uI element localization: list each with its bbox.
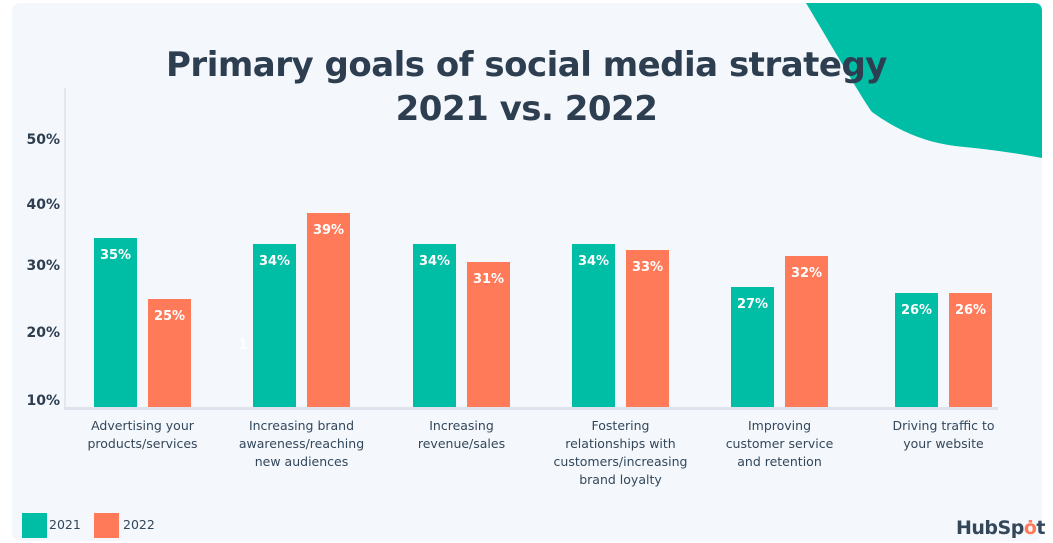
x-category-label-line: products/services xyxy=(87,436,198,451)
bar-value-label: 35% xyxy=(99,248,132,263)
x-category-label-line: awareness/reaching xyxy=(238,436,365,451)
x-category-label-line: revenue/sales xyxy=(417,436,506,451)
bar-2021-0 xyxy=(94,238,137,408)
logo-text-prefix: HubSp xyxy=(956,517,1024,539)
bar-value-label: 32% xyxy=(790,266,823,281)
x-category-label: Advertising your products/services xyxy=(63,417,223,453)
bar-2021-1 xyxy=(253,244,296,408)
y-axis-line xyxy=(64,88,66,410)
bar-value-label: 31% xyxy=(472,272,505,287)
x-category-label-line: new audiences xyxy=(254,454,349,469)
x-category-label-line: Fostering xyxy=(591,418,650,433)
x-category-label-line: Driving traffic to xyxy=(892,418,995,433)
chart-title: Primary goals of social media strategy xyxy=(166,45,887,85)
bar-value-label: 26% xyxy=(900,303,933,318)
bar-2021-2 xyxy=(413,244,456,408)
y-tick-label: 50% xyxy=(26,132,60,148)
bar-2021-3 xyxy=(572,244,615,408)
residual-label-artifact: 1 xyxy=(238,337,248,353)
x-category-label-line: Increasing brand xyxy=(248,418,355,433)
hubspot-logo: HubSpȯt xyxy=(956,517,1045,539)
x-category-label-line: your website xyxy=(903,436,984,451)
y-tick-label: 10% xyxy=(26,393,60,409)
chart-subtitle: 2021 vs. 2022 xyxy=(395,89,658,129)
legend-swatch-2022 xyxy=(94,513,119,538)
bar-value-label: 34% xyxy=(418,254,451,269)
x-category-label-line: Increasing xyxy=(429,418,494,433)
x-category-label-line: customers/increasing xyxy=(553,454,688,469)
bar-value-label: 39% xyxy=(312,223,345,238)
logo-text-suffix: t xyxy=(1036,517,1045,539)
x-category-label: Increasing brand awareness/reaching new au… xyxy=(222,417,382,471)
legend-swatch-2021 xyxy=(22,513,47,538)
x-category-label-line: relationships with xyxy=(565,436,676,451)
x-category-label: Improving customer service and retention xyxy=(700,417,860,471)
y-tick-label: 30% xyxy=(26,258,60,274)
x-category-label-line: Advertising your xyxy=(91,418,194,433)
bar-2022-4 xyxy=(785,256,828,408)
x-category-label-line: Improving xyxy=(747,418,812,433)
x-axis-baseline xyxy=(64,407,998,410)
bar-value-label: 27% xyxy=(736,297,769,312)
x-category-label-line: customer service xyxy=(725,436,834,451)
x-category-label-line: and retention xyxy=(737,454,822,469)
x-category-label: Driving traffic to your website xyxy=(864,417,1024,453)
x-category-label: Increasing revenue/sales xyxy=(382,417,542,453)
bar-value-label: 26% xyxy=(954,303,987,318)
bar-value-label: 25% xyxy=(153,309,186,324)
legend-label-2022: 2022 xyxy=(123,517,155,532)
bar-2022-1 xyxy=(307,213,350,408)
y-tick-label: 40% xyxy=(26,197,60,213)
bar-2022-5 xyxy=(949,293,992,408)
bar-2022-2 xyxy=(467,262,510,408)
bar-2022-3 xyxy=(626,250,669,408)
legend-label-2021: 2021 xyxy=(49,517,81,532)
x-category-label-line: brand loyalty xyxy=(579,472,662,487)
bar-2022-0 xyxy=(148,299,191,408)
x-category-label: Fostering relationships with customers/inc… xyxy=(541,417,701,489)
bar-2021-5 xyxy=(895,293,938,408)
sprocket-icon: ȯ xyxy=(1023,517,1037,539)
bar-2021-4 xyxy=(731,287,774,408)
bar-value-label: 34% xyxy=(258,254,291,269)
bar-value-label: 34% xyxy=(577,254,610,269)
bar-value-label: 33% xyxy=(631,260,664,275)
y-tick-label: 20% xyxy=(26,325,60,341)
